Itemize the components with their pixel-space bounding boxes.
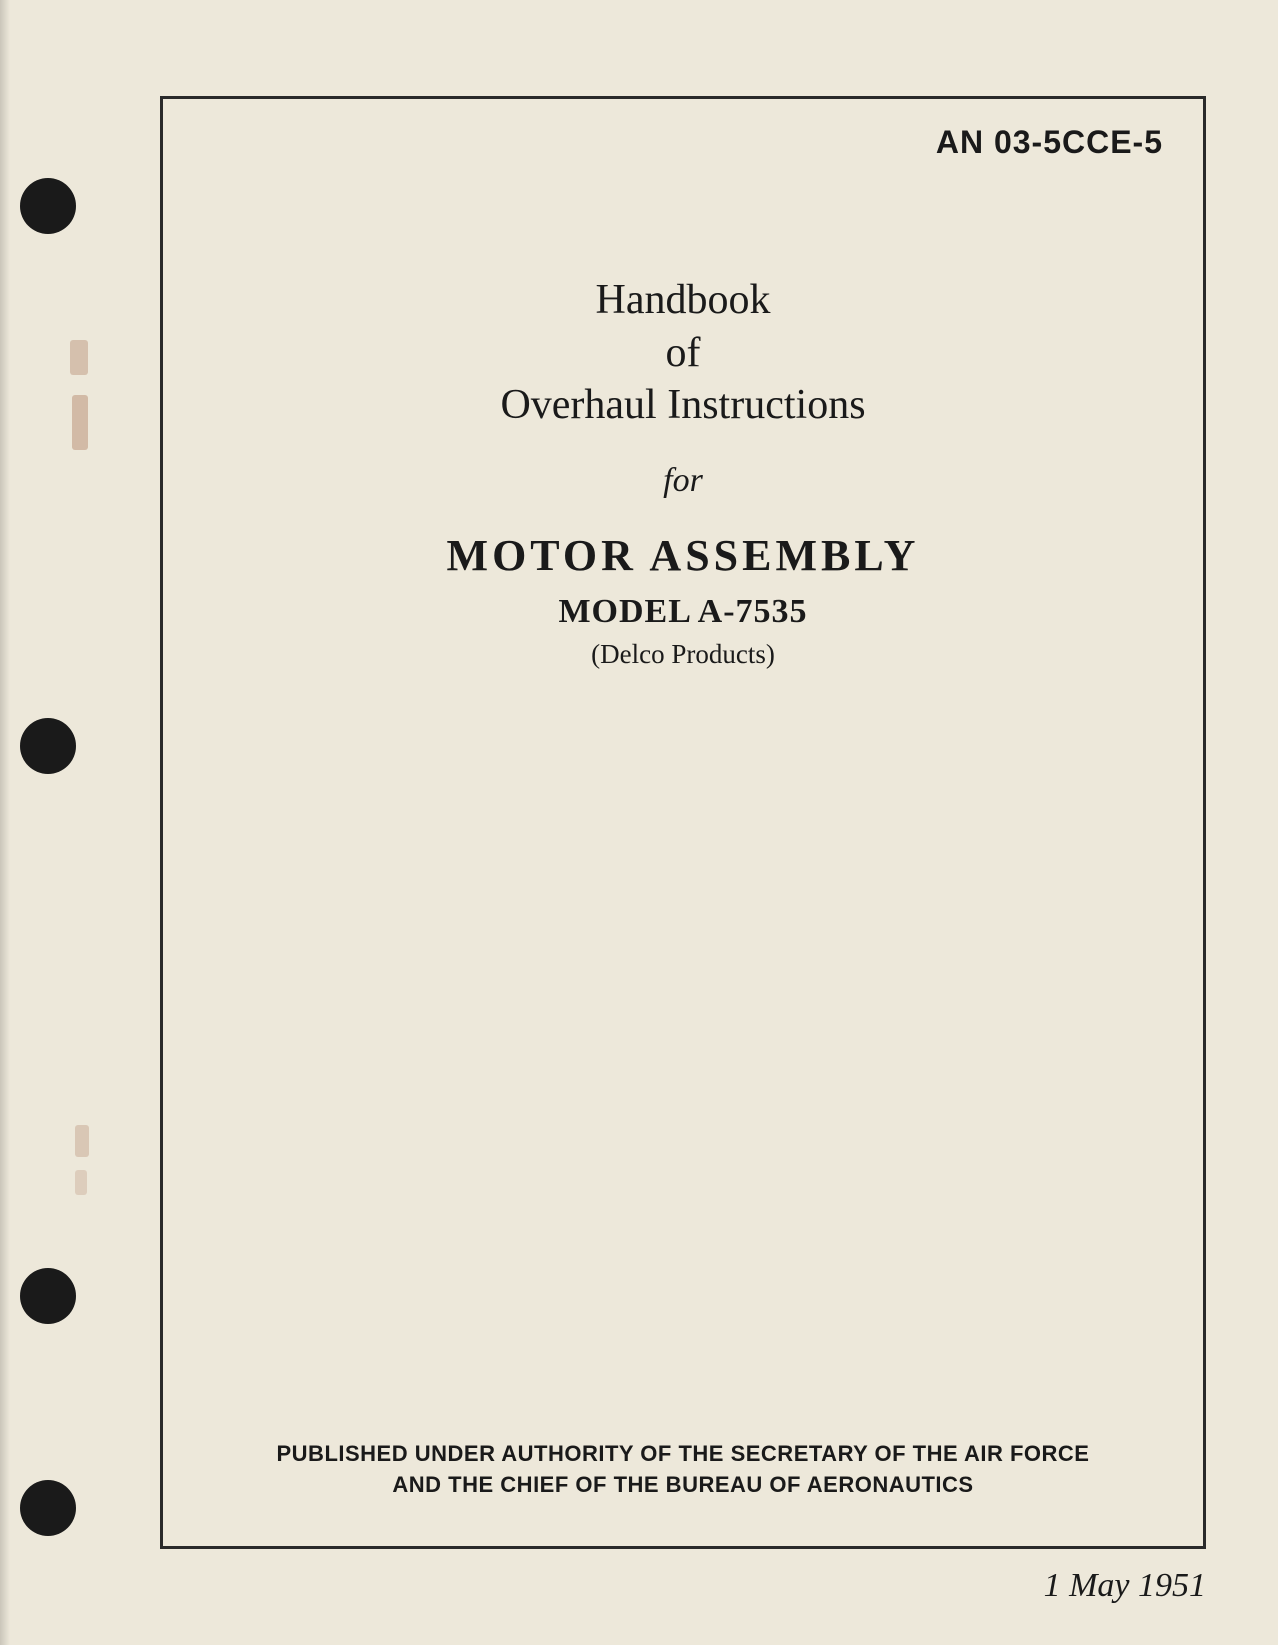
- page-stain: [72, 395, 88, 450]
- document-number: AN 03-5CCE-5: [936, 124, 1163, 161]
- document-page: AN 03-5CCE-5 Handbook of Overhaul Instru…: [0, 0, 1278, 1645]
- title-block: Handbook of Overhaul Instructions for MO…: [163, 274, 1203, 670]
- publisher-line-2: AND THE CHIEF OF THE BUREAU OF AERONAUTI…: [163, 1470, 1203, 1501]
- publisher-line-1: PUBLISHED UNDER AUTHORITY OF THE SECRETA…: [163, 1439, 1203, 1470]
- title-line-1: Handbook: [163, 274, 1203, 327]
- page-stain: [75, 1125, 89, 1157]
- page-stain: [75, 1170, 87, 1195]
- for-text: for: [163, 462, 1203, 500]
- title-line-3: Overhaul Instructions: [163, 379, 1203, 432]
- punch-hole: [20, 1480, 76, 1536]
- punch-hole: [20, 1268, 76, 1324]
- punch-hole: [20, 178, 76, 234]
- title-line-2: of: [163, 327, 1203, 380]
- manufacturer-line: (Delco Products): [163, 639, 1203, 670]
- subject-line: MOTOR ASSEMBLY: [163, 530, 1203, 581]
- page-shadow: [0, 0, 10, 1645]
- content-frame: AN 03-5CCE-5 Handbook of Overhaul Instru…: [160, 96, 1206, 1549]
- page-stain: [70, 340, 88, 375]
- document-date: 1 May 1951: [1044, 1567, 1206, 1605]
- publisher-block: PUBLISHED UNDER AUTHORITY OF THE SECRETA…: [163, 1439, 1203, 1501]
- model-line: MODEL A-7535: [163, 593, 1203, 631]
- punch-hole: [20, 718, 76, 774]
